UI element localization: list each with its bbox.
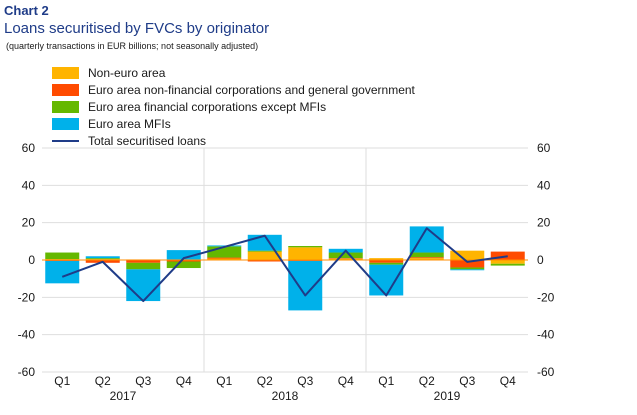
x-tick-label: Q2 xyxy=(95,374,111,388)
bar-segment xyxy=(450,260,485,268)
bar-segment xyxy=(166,260,201,262)
chart-subtitle: (quarterly transactions in EUR billions;… xyxy=(6,41,259,51)
year-label: 2018 xyxy=(272,389,299,403)
x-tick-label: Q1 xyxy=(378,374,394,388)
y-tick-label-right: 20 xyxy=(537,216,551,230)
bar-segment xyxy=(328,258,363,260)
legend-item: Euro area non-financial corporations and… xyxy=(52,81,415,98)
legend-item: Total securitised loans xyxy=(52,132,415,149)
bar-segment xyxy=(409,252,444,258)
y-tick-label-right: 40 xyxy=(537,178,551,192)
bar-segment xyxy=(288,246,323,248)
bar-segment xyxy=(328,258,363,259)
bar-segment xyxy=(126,269,161,302)
bar-segment xyxy=(207,258,242,260)
x-tick-label: Q2 xyxy=(419,374,435,388)
year-label: 2019 xyxy=(434,389,461,403)
legend-item: Non-euro area xyxy=(52,64,415,81)
bar-segment xyxy=(247,260,282,262)
bar-segment xyxy=(126,262,161,270)
chart-number: Chart 2 xyxy=(4,3,49,18)
bar-segment xyxy=(166,261,201,269)
chart-title: Loans securitised by FVCs by originator xyxy=(4,20,270,37)
bar-segment xyxy=(247,250,282,252)
bar-segment xyxy=(207,246,242,258)
bar-segment xyxy=(450,250,485,260)
y-tick-label-left: 20 xyxy=(22,216,36,230)
legend-swatch xyxy=(52,117,79,130)
y-tick-label-right: 60 xyxy=(537,141,551,155)
y-tick-label-left: 40 xyxy=(22,178,36,192)
legend-swatch xyxy=(52,66,79,79)
bar-segment xyxy=(166,250,201,260)
legend-label: Euro area MFIs xyxy=(88,116,171,131)
bar-segment xyxy=(85,256,120,259)
x-tick-label: Q4 xyxy=(176,374,192,388)
bar-segment xyxy=(490,263,525,266)
bar-segment xyxy=(369,258,404,260)
bar-segment xyxy=(288,260,323,311)
y-tick-label-left: 60 xyxy=(22,141,36,155)
y-tick-label-right: -20 xyxy=(537,290,555,304)
legend-swatch xyxy=(52,83,79,96)
y-tick-label-right: 0 xyxy=(537,253,544,267)
y-tick-label-right: -60 xyxy=(537,365,555,379)
legend-swatch xyxy=(52,100,79,113)
bar-segment xyxy=(450,269,485,271)
x-tick-label: Q4 xyxy=(338,374,354,388)
legend-line-swatch xyxy=(52,139,79,142)
legend-item: Euro area financial corporations except … xyxy=(52,98,415,115)
x-tick-label: Q3 xyxy=(459,374,475,388)
bar-segment xyxy=(369,262,404,265)
total-line xyxy=(61,227,508,303)
year-label: 2017 xyxy=(110,389,137,403)
bar-segment xyxy=(207,257,242,259)
bar-segment xyxy=(45,252,80,260)
x-tick-label: Q1 xyxy=(54,374,70,388)
chart-legend: Non-euro area Euro area non-financial cor… xyxy=(52,64,415,149)
legend-label: Total securitised loans xyxy=(88,133,207,148)
bar-segment xyxy=(45,260,80,284)
y-tick-label-left: 0 xyxy=(28,253,35,267)
bar-segment xyxy=(247,251,282,260)
bar-segment xyxy=(409,258,444,260)
y-tick-label-left: -20 xyxy=(18,290,36,304)
bar-segment xyxy=(490,251,525,260)
x-tick-label: Q3 xyxy=(297,374,313,388)
y-tick-label-left: -60 xyxy=(18,365,36,379)
bar-segment xyxy=(328,252,363,259)
bar-segment xyxy=(369,260,404,263)
x-tick-label: Q4 xyxy=(500,374,516,388)
bar-segment xyxy=(450,267,485,270)
bar-segment xyxy=(490,260,525,264)
legend-label: Non-euro area xyxy=(88,65,166,80)
bar-segment xyxy=(288,247,323,260)
x-tick-label: Q3 xyxy=(135,374,151,388)
bar-segment xyxy=(126,260,161,263)
x-tick-label: Q2 xyxy=(257,374,273,388)
legend-label: Euro area financial corporations except … xyxy=(88,99,327,114)
y-tick-label-right: -40 xyxy=(537,328,555,342)
legend-label: Euro area non-financial corporations and… xyxy=(88,82,415,97)
bar-segment xyxy=(369,264,404,296)
bar-segment xyxy=(85,258,120,260)
x-tick-label: Q1 xyxy=(216,374,232,388)
bar-segment xyxy=(409,257,444,259)
y-tick-label-left: -40 xyxy=(18,328,36,342)
legend-item: Euro area MFIs xyxy=(52,115,415,132)
